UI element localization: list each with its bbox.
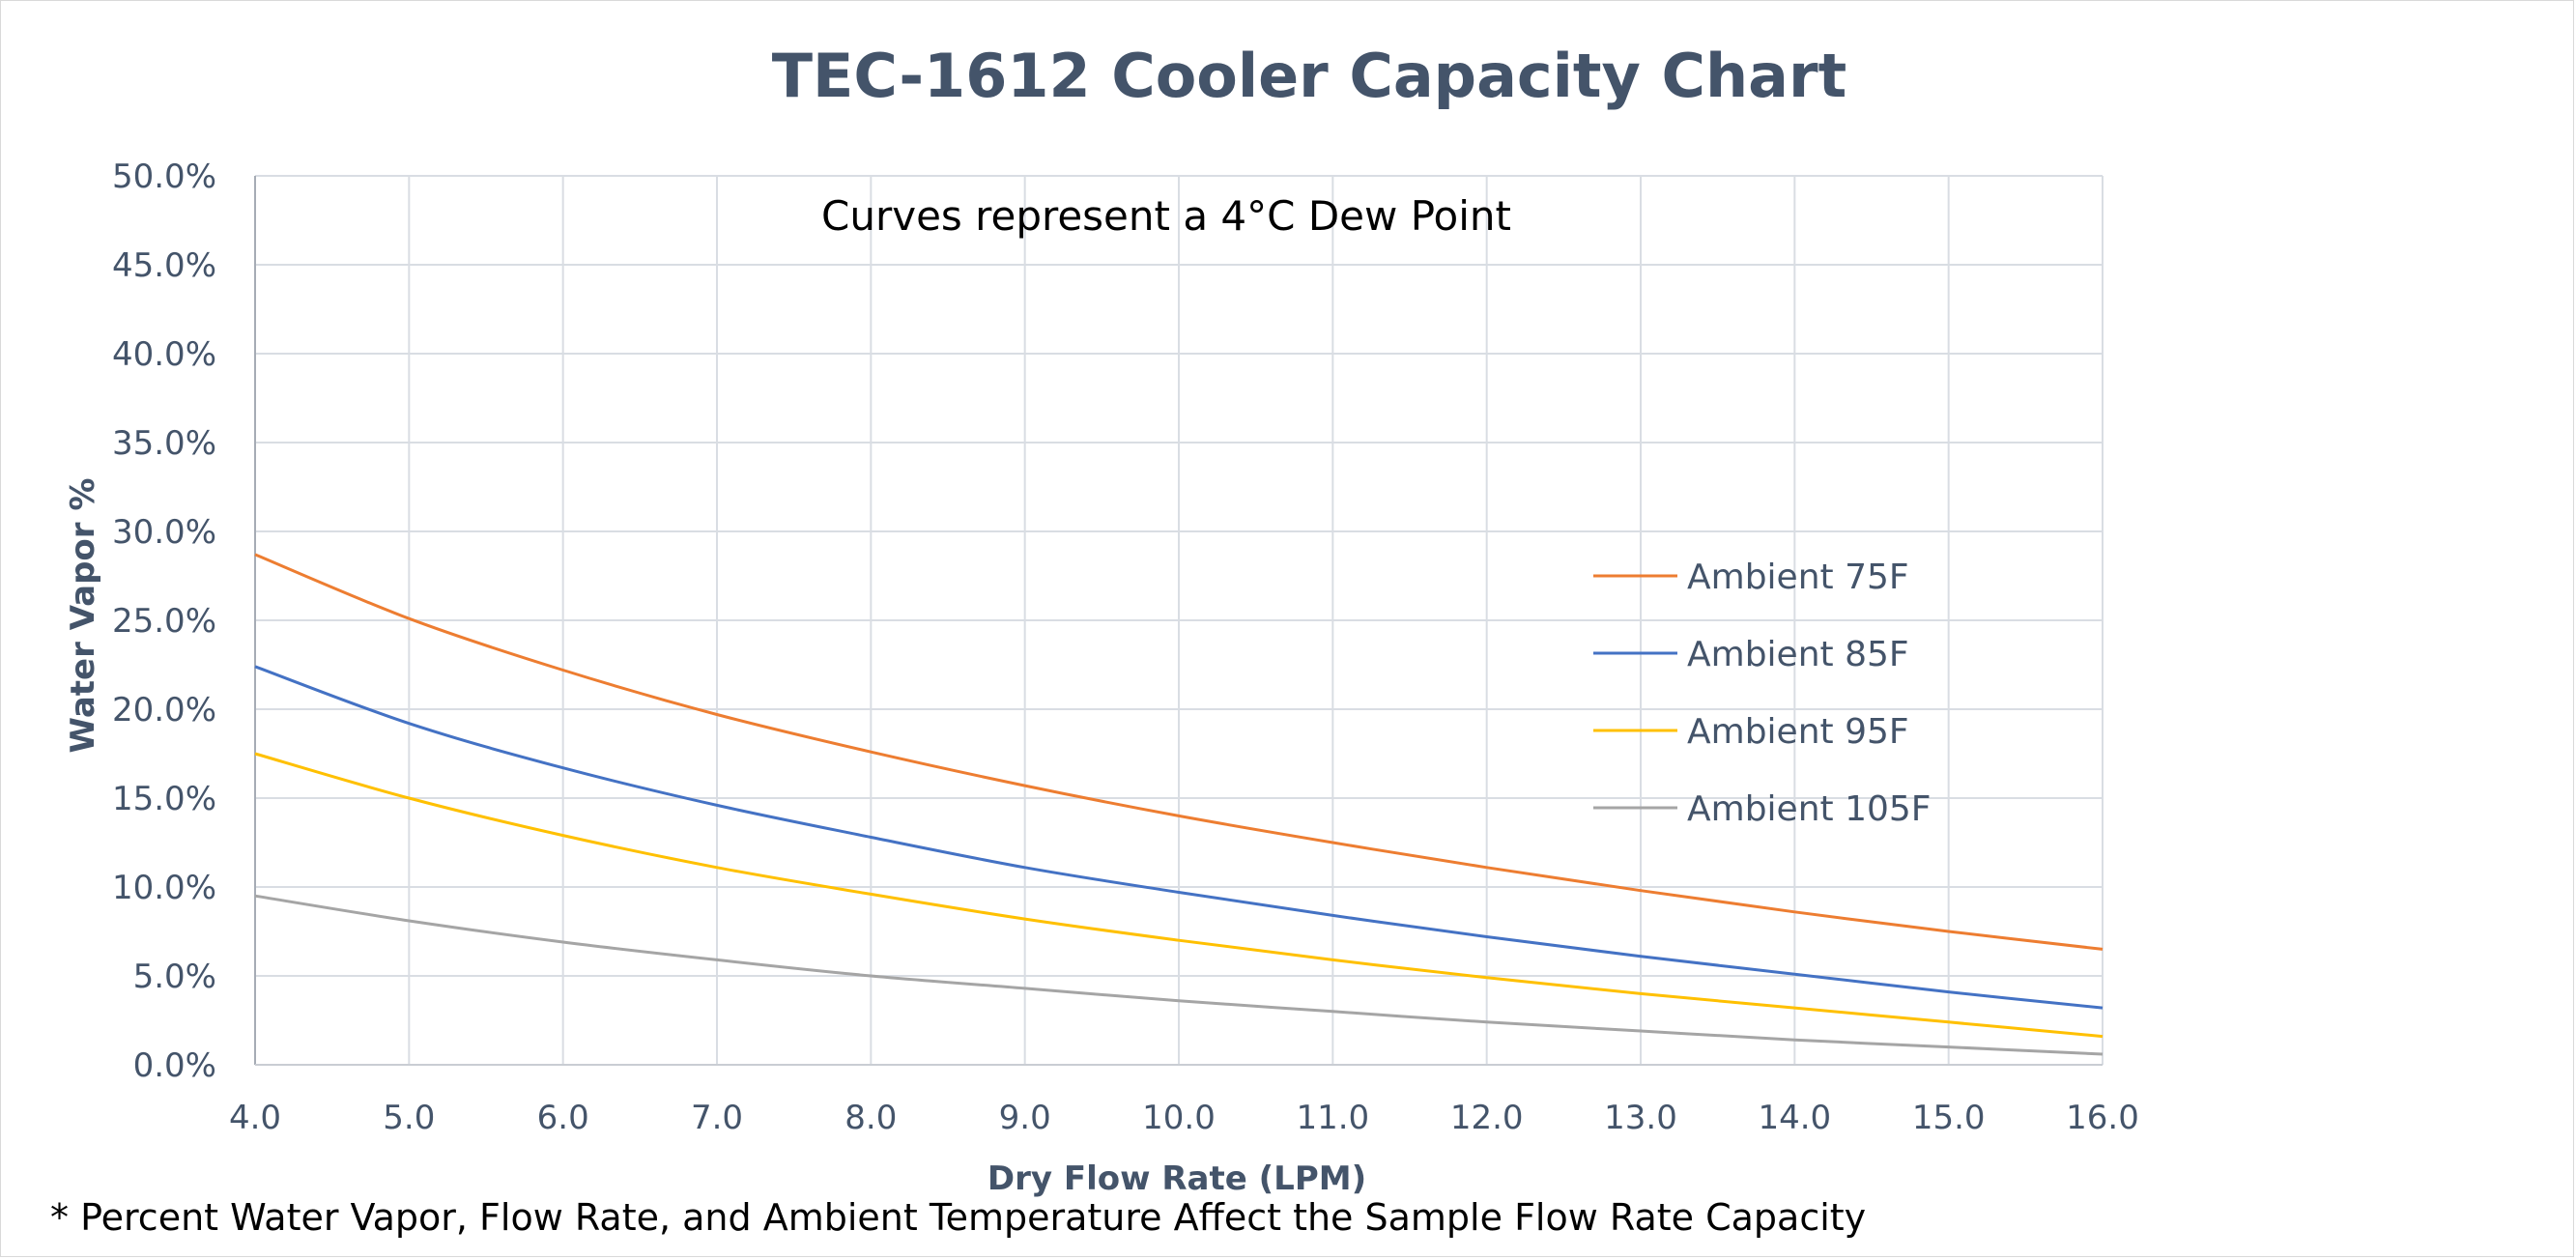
x-tick-label: 7.0	[691, 1099, 743, 1137]
x-axis-title: Dry Flow Rate (LPM)	[987, 1159, 1366, 1198]
x-tick-label: 10.0	[1142, 1099, 1216, 1137]
x-tick-label: 11.0	[1296, 1099, 1369, 1137]
series-line-ambient-75f	[254, 553, 2104, 951]
y-tick-label: 0.0%	[133, 1046, 216, 1085]
x-tick-label: 5.0	[383, 1099, 435, 1137]
series-line-ambient-105f	[254, 894, 2104, 1056]
y-tick-label: 30.0%	[112, 513, 216, 552]
series-line-ambient-85f	[254, 665, 2104, 1010]
dew-point-annotation: Curves represent a 4°C Dew Point	[821, 192, 1511, 240]
grid	[255, 175, 2104, 1065]
x-tick-label: 6.0	[537, 1099, 589, 1137]
legend-label-ambient-105f: Ambient 105F	[1687, 789, 1932, 829]
x-tick-label: 16.0	[2066, 1099, 2139, 1137]
y-tick-label: 15.0%	[112, 780, 216, 818]
legend-label-ambient-85f: Ambient 85F	[1687, 635, 1909, 674]
y-tick-label: 10.0%	[112, 869, 216, 907]
series-line-ambient-95f	[254, 752, 2104, 1039]
legend: Ambient 75F Ambient 85F Ambient 95F Ambient…	[1593, 558, 1932, 829]
x-tick-label: 13.0	[1604, 1099, 1677, 1137]
y-axis-title: Water Vapor %	[64, 478, 102, 754]
y-tick-label: 35.0%	[112, 424, 216, 463]
x-tick-label: 12.0	[1450, 1099, 1524, 1137]
x-axis-ticks: 4.0 5.0 6.0 7.0 8.0 9.0 10.0 11.0 12.0 13.0 14.0 15…	[229, 1099, 2139, 1137]
legend-label-ambient-95f: Ambient 95F	[1687, 712, 1909, 752]
x-tick-label: 4.0	[229, 1099, 281, 1137]
x-tick-label: 8.0	[844, 1099, 897, 1137]
legend-label-ambient-75f: Ambient 75F	[1687, 558, 1909, 597]
y-tick-label: 20.0%	[112, 691, 216, 730]
series-group	[254, 553, 2104, 1056]
y-tick-label: 50.0%	[112, 157, 216, 196]
x-tick-label: 14.0	[1758, 1099, 1831, 1137]
y-tick-label: 45.0%	[112, 246, 216, 285]
y-axis-ticks: 0.0% 5.0% 10.0% 15.0% 20.0% 25.0% 30.0% 35.0% 40…	[112, 157, 216, 1085]
y-tick-label: 5.0%	[133, 958, 216, 996]
footnote: * Percent Water Vapor, Flow Rate, and Am…	[50, 1196, 1866, 1239]
y-tick-label: 40.0%	[112, 335, 216, 374]
x-tick-label: 9.0	[999, 1099, 1051, 1137]
y-tick-label: 25.0%	[112, 602, 216, 641]
chart-title: TEC-1612 Cooler Capacity Chart	[772, 41, 1847, 111]
x-tick-label: 15.0	[1912, 1099, 1986, 1137]
axes	[254, 176, 2103, 1066]
